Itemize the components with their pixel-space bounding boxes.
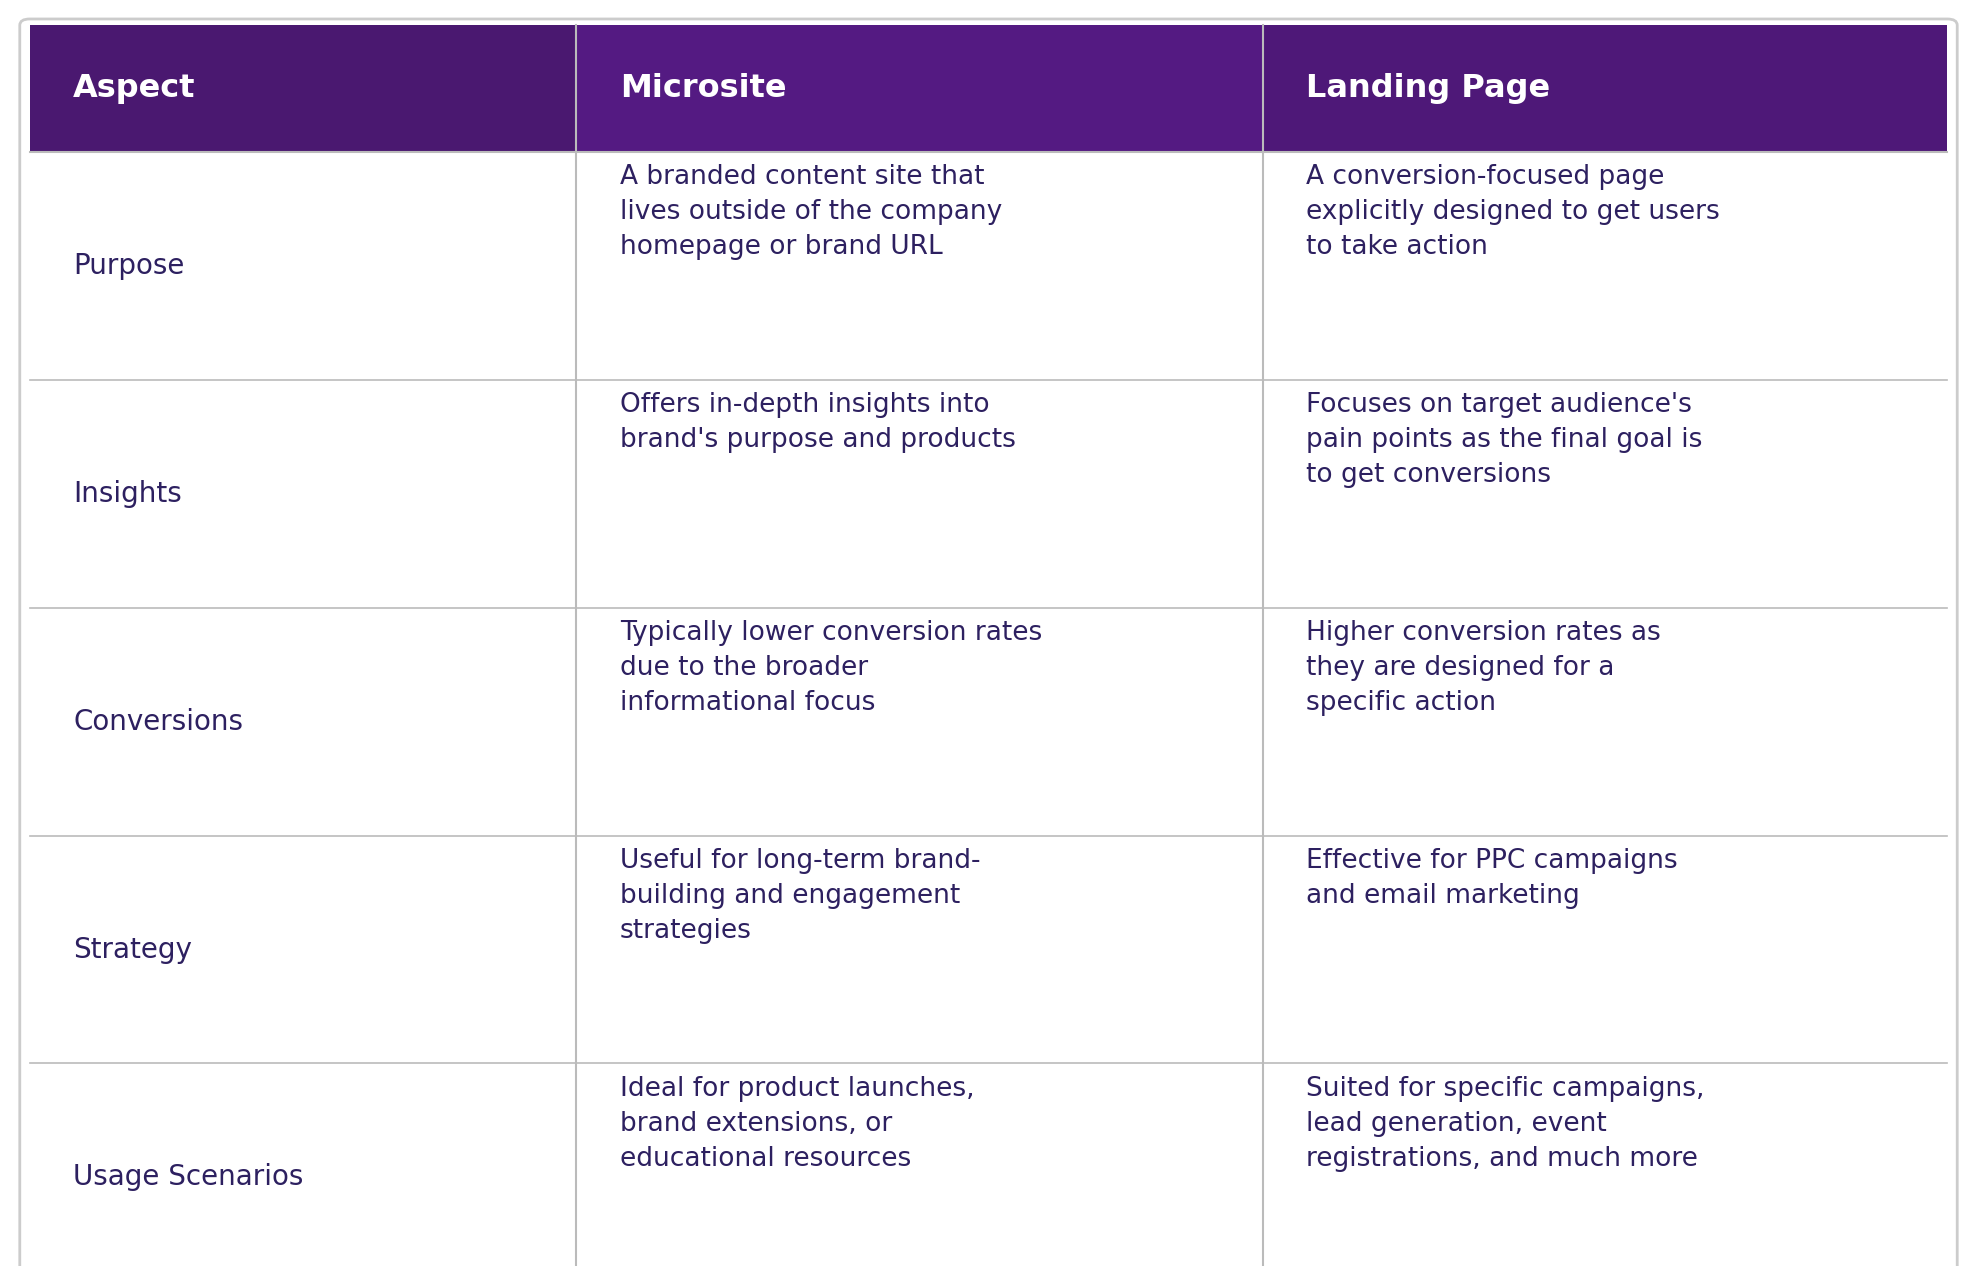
Bar	[1263, 25, 1947, 152]
Text: Insights: Insights	[73, 480, 182, 508]
Text: A conversion-focused page
explicitly designed to get users
to take action: A conversion-focused page explicitly des…	[1307, 165, 1720, 261]
Bar	[575, 25, 1263, 152]
Text: Conversions: Conversions	[73, 708, 243, 736]
Bar	[575, 1063, 1263, 1266]
Text: Focuses on target audience's
pain points as the final goal is
to get conversions: Focuses on target audience's pain points…	[1307, 392, 1702, 489]
Text: Microsite: Microsite	[619, 73, 787, 104]
Bar	[30, 152, 575, 380]
Bar	[1263, 1063, 1947, 1266]
Bar	[575, 836, 1263, 1063]
Bar	[30, 608, 575, 836]
Bar	[1263, 380, 1947, 608]
Text: Effective for PPC campaigns
and email marketing: Effective for PPC campaigns and email ma…	[1307, 848, 1678, 909]
Text: Useful for long-term brand-
building and engagement
strategies: Useful for long-term brand- building and…	[619, 848, 981, 944]
Bar	[30, 1063, 575, 1266]
Text: Usage Scenarios: Usage Scenarios	[73, 1163, 304, 1191]
Text: Purpose: Purpose	[73, 252, 184, 280]
Bar	[1263, 608, 1947, 836]
Text: Aspect: Aspect	[73, 73, 196, 104]
Text: Ideal for product launches,
brand extensions, or
educational resources: Ideal for product launches, brand extens…	[619, 1076, 975, 1172]
Text: Offers in-depth insights into
brand's purpose and products: Offers in-depth insights into brand's pu…	[619, 392, 1016, 453]
Bar	[30, 836, 575, 1063]
Text: Suited for specific campaigns,
lead generation, event
registrations, and much mo: Suited for specific campaigns, lead gene…	[1307, 1076, 1704, 1172]
Bar	[1263, 836, 1947, 1063]
Text: Typically lower conversion rates
due to the broader
informational focus: Typically lower conversion rates due to …	[619, 620, 1042, 717]
Bar	[575, 380, 1263, 608]
Bar	[575, 152, 1263, 380]
Bar	[575, 608, 1263, 836]
Text: Strategy: Strategy	[73, 936, 192, 963]
Bar	[1263, 152, 1947, 380]
Bar	[30, 25, 575, 152]
Text: A branded content site that
lives outside of the company
homepage or brand URL: A branded content site that lives outsid…	[619, 165, 1002, 261]
Text: Landing Page: Landing Page	[1307, 73, 1550, 104]
Text: Higher conversion rates as
they are designed for a
specific action: Higher conversion rates as they are desi…	[1307, 620, 1661, 717]
Bar	[30, 380, 575, 608]
